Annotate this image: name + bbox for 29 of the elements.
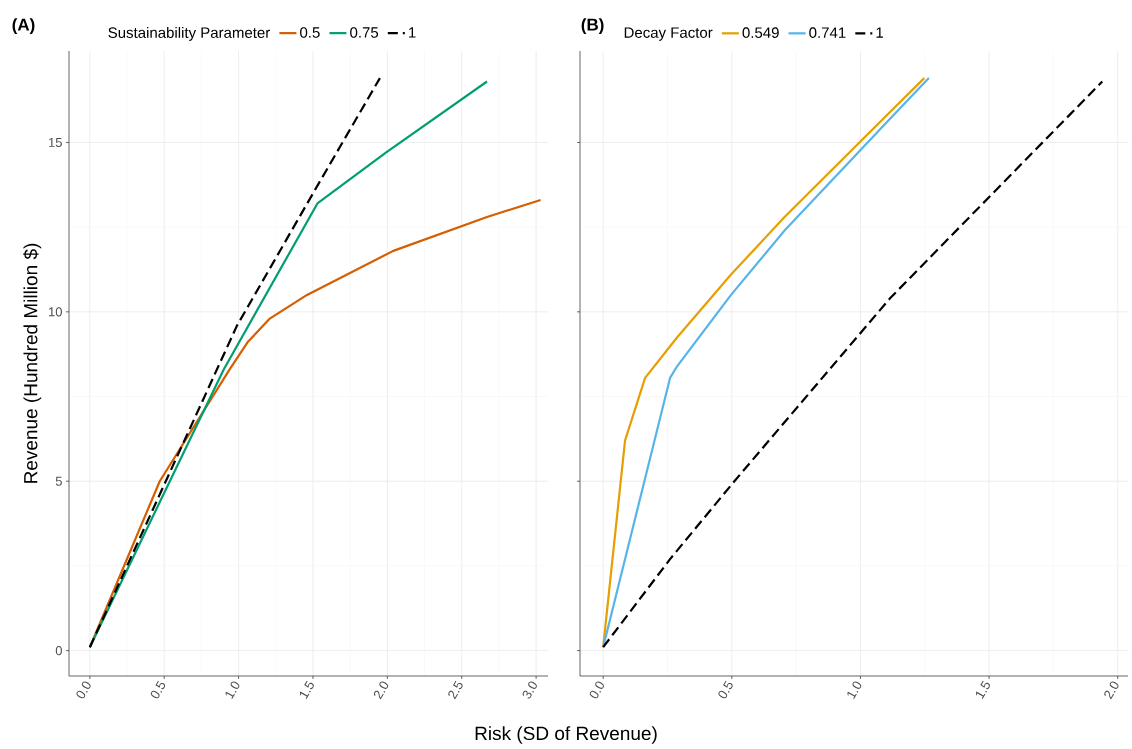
y-axis-title: Revenue (Hundred Million $) <box>23 243 42 483</box>
legend-title: Sustainability Parameter <box>108 26 271 41</box>
legend-label: 1 <box>409 27 416 38</box>
x-tick-label: 1.0 <box>847 681 862 700</box>
x-tick-label: 1.5 <box>976 680 990 700</box>
legend-label: 0.741 <box>809 27 846 38</box>
legend-label: 1 <box>876 27 884 38</box>
legend-label: 0.75 <box>350 27 379 38</box>
x-tick-label: 2.0 <box>1104 681 1119 700</box>
x-tick-label: 0.0 <box>589 681 604 699</box>
x-tick-label: 0.0 <box>76 681 91 699</box>
y-tick-label: 0 <box>55 645 62 656</box>
y-tick-label: 10 <box>49 307 62 317</box>
x-tick-label: 2.0 <box>373 681 389 700</box>
x-tick-label: 1.0 <box>225 681 240 700</box>
legend-label: 0.5 <box>300 27 320 38</box>
x-tick-label: 3.0 <box>522 681 537 699</box>
legend-title: Decay Factor <box>624 27 713 41</box>
x-axis-title: Risk (SD of Revenue) <box>475 726 657 744</box>
y-tick-label: 5 <box>55 476 62 486</box>
x-tick-label: 0.5 <box>718 680 733 699</box>
x-tick-label: 2.5 <box>448 680 463 700</box>
y-tick-label: 15 <box>49 137 62 147</box>
line-series <box>88 76 382 649</box>
x-tick-label: 0.5 <box>150 680 166 699</box>
chart-title: (A) <box>12 18 35 34</box>
chart-title: (B) <box>581 18 604 34</box>
x-tick-label: 1.5 <box>299 680 314 700</box>
legend-label: 0.549 <box>742 27 779 38</box>
